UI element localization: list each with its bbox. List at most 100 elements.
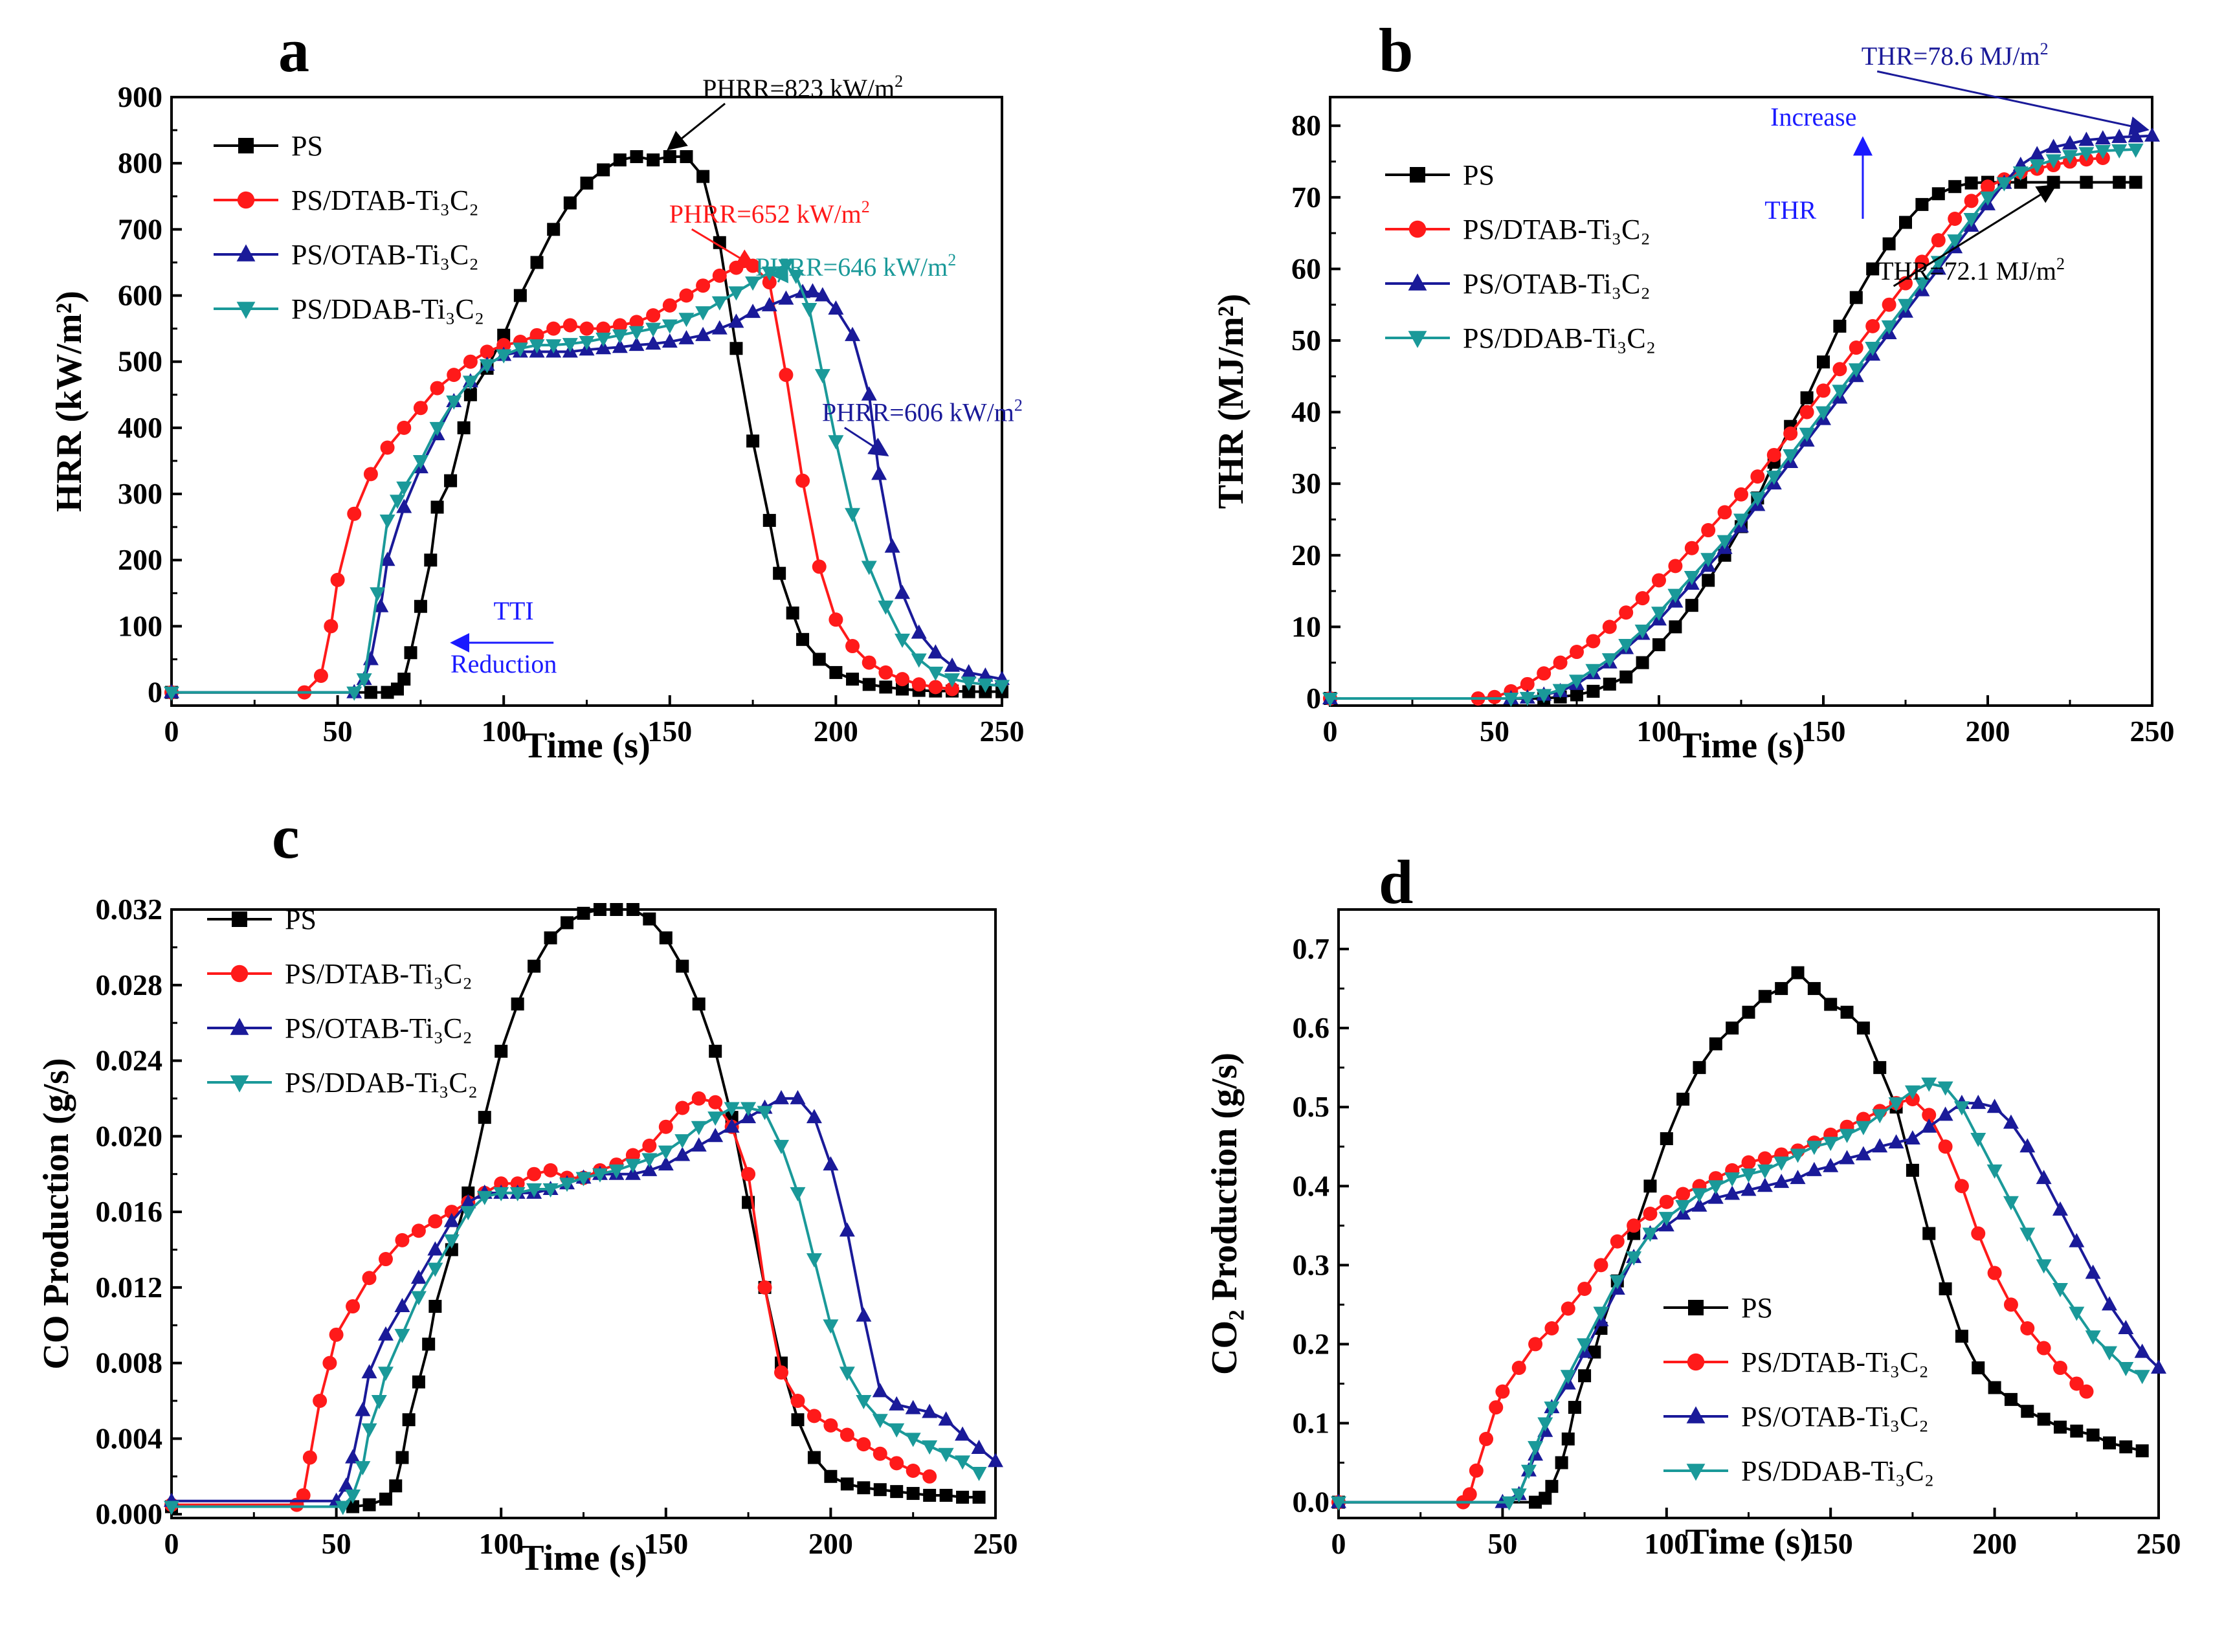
annotation-main: PHRR=652 kW/m <box>669 199 862 229</box>
data-point <box>1537 1417 1553 1432</box>
data-point <box>845 326 861 341</box>
data-point <box>1479 1431 1494 1446</box>
data-point <box>2003 1196 2019 1211</box>
data-point <box>1817 355 1830 369</box>
data-point <box>1709 1037 1722 1051</box>
y-tick-label: 0.0 <box>1293 1486 1330 1519</box>
data-point <box>1806 1161 1822 1176</box>
data-point <box>745 276 761 291</box>
x-tick-label: 100 <box>1637 715 1682 748</box>
x-axis-label: Time (s) <box>520 1538 647 1578</box>
data-point <box>513 289 527 302</box>
data-point <box>526 1183 542 1198</box>
data-point <box>2069 1376 2084 1391</box>
data-point <box>509 1187 526 1201</box>
data-point <box>1586 684 1600 698</box>
x-tick-label: 100 <box>479 1527 524 1560</box>
data-point <box>1577 1338 1593 1353</box>
data-point <box>1987 1266 2002 1280</box>
data-point <box>1774 1174 1790 1189</box>
data-point <box>1724 1185 1740 1200</box>
data-point <box>2134 1370 2150 1385</box>
data-point <box>592 1168 608 1183</box>
data-point <box>928 680 943 695</box>
data-point <box>2151 1359 2166 1374</box>
data-point <box>1660 1132 1673 1146</box>
data-point <box>1588 1345 1601 1359</box>
data-point <box>1652 573 1666 588</box>
data-point <box>1904 1130 1920 1145</box>
y-tick-label: 300 <box>118 477 162 510</box>
data-point <box>911 677 926 692</box>
data-point <box>1733 513 1749 528</box>
data-point <box>457 421 471 434</box>
data-point <box>1669 620 1682 634</box>
legend-label: PS <box>1741 1292 1773 1324</box>
series-line <box>1330 157 2103 700</box>
data-point <box>612 339 628 353</box>
x-tick-label: 0 <box>164 715 179 748</box>
x-tick-label: 200 <box>808 1527 853 1560</box>
data-point <box>430 381 445 396</box>
data-point <box>164 686 179 701</box>
data-point <box>443 1234 460 1249</box>
data-point <box>1594 1258 1608 1273</box>
data-point <box>528 959 541 973</box>
data-point <box>994 680 1010 695</box>
y-tick-label: 10 <box>1291 610 1321 643</box>
legend-label: PS/OTAB-Ti₃C₂ <box>285 1012 473 1044</box>
series-ddab <box>164 1102 987 1515</box>
data-point <box>1503 692 1519 707</box>
data-point <box>1717 505 1732 520</box>
data-point <box>2003 1114 2019 1129</box>
data-point <box>1832 362 1847 377</box>
panel-label: d <box>1379 847 1413 917</box>
data-point <box>2135 1444 2149 1458</box>
y-tick-label: 0 <box>148 676 162 709</box>
data-point <box>691 1137 707 1152</box>
annotation-superscript: 2 <box>895 72 903 91</box>
annotation-arrow <box>691 228 757 268</box>
data-point <box>691 1091 706 1106</box>
annotation-main: THR=78.6 MJ/m <box>1862 41 2040 71</box>
data-point <box>547 223 561 236</box>
plot-frame <box>170 908 997 1519</box>
data-point <box>1799 427 1815 442</box>
data-point <box>1593 1306 1609 1321</box>
data-point <box>895 585 911 599</box>
data-point <box>1636 656 1649 669</box>
legend-marker <box>232 911 247 927</box>
data-point <box>2029 146 2045 161</box>
y-tick-label: 0.7 <box>1293 932 1330 965</box>
legend-marker <box>237 191 255 209</box>
data-point <box>724 1118 740 1133</box>
legend: PS PS/DTAB-Ti₃C₂ PS/OTAB-Ti₃C₂ PS/DDAB-Ti₃C… <box>1385 159 1656 354</box>
data-point <box>645 322 662 337</box>
data-point <box>410 1269 427 1284</box>
y-axis-label: CO₂ Production (g/s) <box>1205 1053 1245 1375</box>
series-dtab <box>164 1091 937 1512</box>
data-point <box>1555 1456 1568 1469</box>
y-tick-label: 0.2 <box>1293 1327 1330 1360</box>
panel-label: a <box>278 16 309 85</box>
data-point <box>659 931 673 944</box>
data-point <box>674 1134 691 1149</box>
data-point <box>1724 1172 1740 1187</box>
data-point <box>878 665 893 680</box>
data-point <box>595 332 612 347</box>
data-point <box>1528 1337 1543 1352</box>
x-axis-label: Time (s) <box>1678 726 1805 766</box>
data-point <box>1766 471 1782 486</box>
data-point <box>1758 990 1772 1003</box>
x-tick-label: 0 <box>1331 1527 1346 1560</box>
data-point <box>1691 1188 1707 1203</box>
legend: PS PS/DTAB-Ti₃C₂ PS/OTAB-Ti₃C₂ PS/DDAB-Ti₃C… <box>214 130 484 325</box>
x-tick-label: 50 <box>1487 1527 1517 1560</box>
data-point <box>712 268 727 283</box>
data-point <box>1832 385 1848 399</box>
data-point <box>1937 1106 1953 1121</box>
data-point <box>377 1367 394 1381</box>
data-point <box>1931 233 1946 248</box>
series-ps <box>165 150 1008 699</box>
data-point <box>828 612 843 627</box>
